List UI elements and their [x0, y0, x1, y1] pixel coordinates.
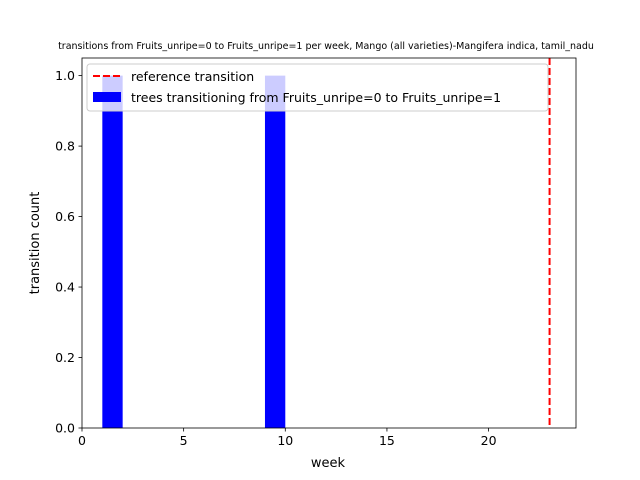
x-axis-label: week — [311, 456, 346, 471]
legend: reference transition trees transitioning … — [86, 63, 549, 112]
x-tick-label: 10 — [277, 433, 293, 448]
x-tick-label: 15 — [379, 433, 395, 448]
legend-box — [86, 63, 549, 112]
bar-1 — [264, 75, 286, 428]
y-tick-label: 0.2 — [55, 350, 75, 365]
plot-area — [102, 58, 551, 428]
bar-0 — [102, 75, 123, 428]
y-tick-label: 0.0 — [55, 421, 75, 436]
axes: 0 5 10 15 20 0.0 0.2 0.4 0.6 0.8 1.0 — [55, 57, 577, 448]
y-tick-label: 0.4 — [55, 280, 75, 295]
chart-title: transitions from Fruits_unripe=0 to Frui… — [58, 41, 594, 52]
y-axis-label: transition count — [28, 192, 43, 295]
y-tick-label: 1.0 — [55, 68, 75, 83]
x-tick-label: 0 — [78, 433, 86, 448]
y-tick-label: 0.6 — [55, 209, 75, 224]
legend-reference-label: reference transition — [131, 69, 254, 84]
legend-bar-label: trees transitioning from Fruits_unripe=0… — [131, 90, 501, 105]
legend-bar-swatch — [93, 92, 121, 102]
y-tick-label: 0.8 — [55, 139, 75, 154]
x-tick-label: 20 — [481, 433, 497, 448]
axes-frame — [81, 57, 577, 429]
x-tick-label: 5 — [180, 433, 188, 448]
